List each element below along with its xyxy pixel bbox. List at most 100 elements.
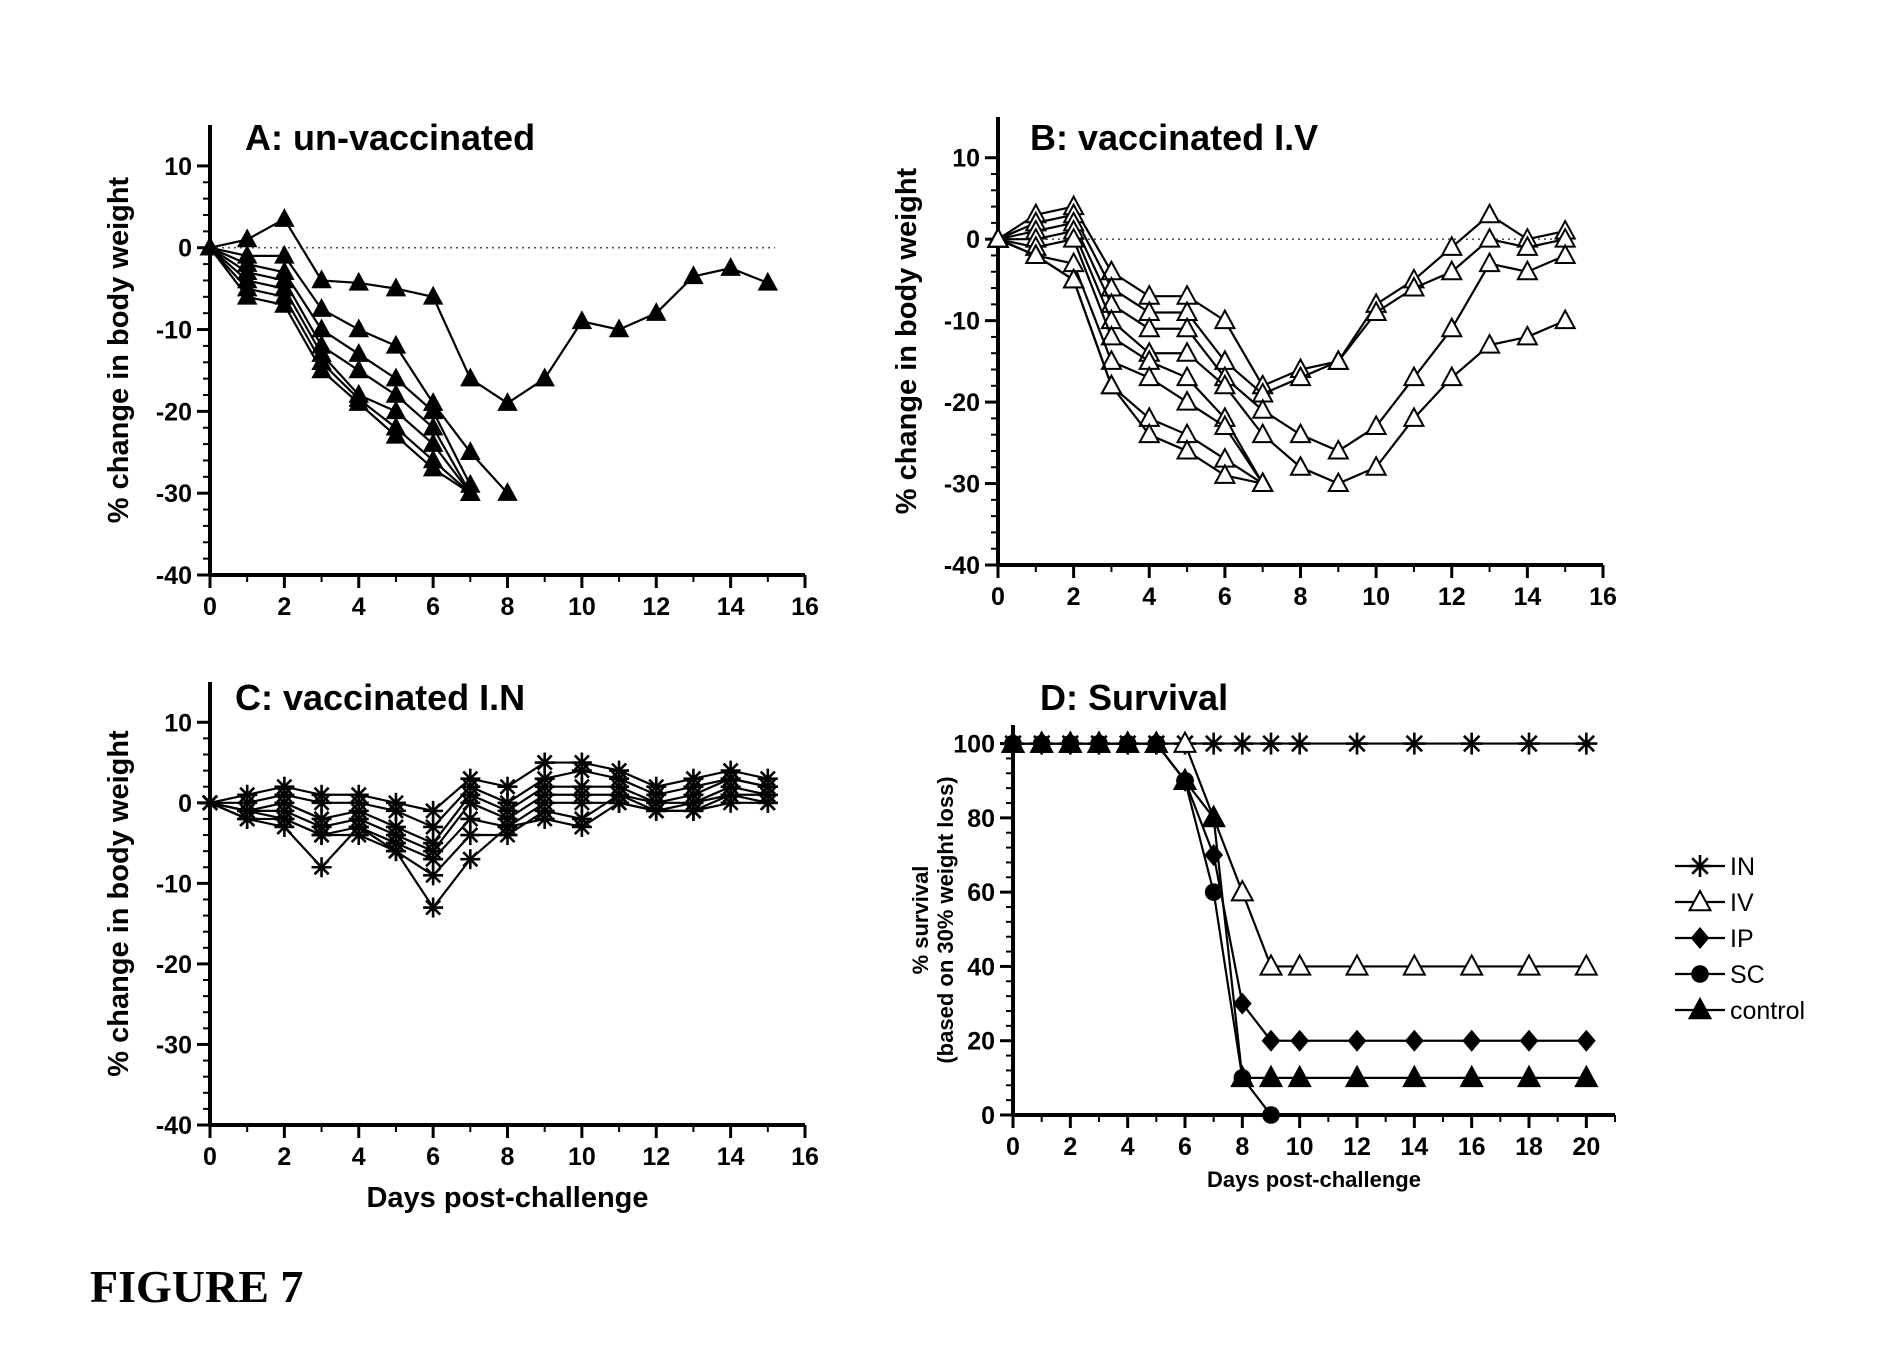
x-tick-label: 14 xyxy=(1513,583,1541,611)
data-point xyxy=(460,825,480,845)
x-tick-label: 2 xyxy=(1067,583,1081,611)
y-axis-label: % change in body weight xyxy=(103,176,135,523)
legend-label: SC xyxy=(1730,961,1765,989)
data-point xyxy=(1205,883,1223,901)
panel-title: A: un-vaccinated xyxy=(245,117,535,158)
y-tick-label: -10 xyxy=(156,870,192,898)
y-tick-label: -30 xyxy=(156,1031,192,1059)
x-tick-label: 12 xyxy=(642,593,670,621)
legend-marker xyxy=(1691,965,1709,983)
x-axis-label: Days post-challenge xyxy=(1207,1167,1421,1192)
y-tick-label: 40 xyxy=(967,953,995,981)
data-point xyxy=(423,898,443,918)
x-tick-label: 10 xyxy=(1286,1133,1314,1161)
y-tick-label: 0 xyxy=(981,1102,995,1130)
y-axis-label-sub: (based on 30% weight loss) xyxy=(933,776,958,1063)
x-tick-label: 16 xyxy=(1458,1133,1486,1161)
x-tick-label: 14 xyxy=(717,1143,745,1171)
data-point xyxy=(535,809,555,829)
y-tick-label: 10 xyxy=(164,709,192,737)
legend-label: IN xyxy=(1730,853,1755,881)
y-tick-label: -40 xyxy=(156,562,192,590)
panel-title: B: vaccinated I.V xyxy=(1030,117,1318,158)
x-tick-label: 4 xyxy=(352,593,366,621)
y-tick-label: 60 xyxy=(967,879,995,907)
y-tick-label: 0 xyxy=(178,235,192,263)
data-point xyxy=(498,817,518,837)
x-tick-label: 2 xyxy=(277,1143,291,1171)
data-point xyxy=(1575,733,1597,755)
data-point xyxy=(646,801,666,821)
x-tick-label: 0 xyxy=(203,1143,217,1171)
data-point xyxy=(200,793,220,813)
y-tick-label: -10 xyxy=(156,317,192,345)
data-point xyxy=(1203,733,1225,755)
y-tick-label: -20 xyxy=(156,398,192,426)
y-tick-label: 20 xyxy=(967,1028,995,1056)
x-tick-label: 16 xyxy=(1589,583,1617,611)
x-tick-label: 2 xyxy=(277,593,291,621)
data-point xyxy=(1346,733,1368,755)
data-point xyxy=(274,809,294,829)
x-tick-label: 14 xyxy=(1400,1133,1428,1161)
data-point xyxy=(1262,1106,1280,1124)
data-point xyxy=(312,857,332,877)
y-axis-label: % change in body weight xyxy=(891,167,923,514)
x-tick-label: 14 xyxy=(717,593,745,621)
legend-label: IV xyxy=(1730,889,1754,917)
x-tick-label: 0 xyxy=(991,583,1005,611)
y-tick-label: 10 xyxy=(164,153,192,181)
x-tick-label: 6 xyxy=(426,1143,440,1171)
y-tick-label: 100 xyxy=(953,731,995,759)
data-point xyxy=(423,865,443,885)
data-point xyxy=(1403,733,1425,755)
y-tick-label: -40 xyxy=(156,1112,192,1140)
y-tick-label: -10 xyxy=(944,308,980,336)
data-point xyxy=(1231,733,1253,755)
y-tick-label: 0 xyxy=(178,790,192,818)
data-point xyxy=(312,825,332,845)
x-tick-label: 10 xyxy=(1362,583,1390,611)
x-tick-label: 18 xyxy=(1515,1133,1543,1161)
y-tick-label: -30 xyxy=(944,471,980,499)
data-point xyxy=(349,825,369,845)
data-point xyxy=(572,817,592,837)
x-tick-label: 0 xyxy=(1006,1133,1020,1161)
x-axis-label: Days post-challenge xyxy=(366,1182,648,1214)
y-tick-label: 0 xyxy=(966,226,980,254)
x-tick-label: 10 xyxy=(568,593,596,621)
data-point xyxy=(386,841,406,861)
y-tick-label: 80 xyxy=(967,805,995,833)
x-tick-label: 8 xyxy=(1235,1133,1249,1161)
x-tick-label: 6 xyxy=(1218,583,1232,611)
figure-label: FIGURE 7 xyxy=(90,1261,303,1312)
data-point xyxy=(1518,733,1540,755)
data-point xyxy=(1461,733,1483,755)
x-tick-label: 12 xyxy=(1343,1133,1371,1161)
legend-marker xyxy=(1689,855,1711,877)
y-tick-label: -20 xyxy=(944,389,980,417)
x-tick-label: 12 xyxy=(642,1143,670,1171)
legend-label: IP xyxy=(1730,925,1754,953)
y-axis-label: % change in body weight xyxy=(103,730,135,1077)
y-tick-label: -20 xyxy=(156,951,192,979)
x-tick-label: 16 xyxy=(791,593,819,621)
panel-title: D: Survival xyxy=(1040,677,1228,718)
x-tick-label: 4 xyxy=(1142,583,1156,611)
x-tick-label: 0 xyxy=(203,593,217,621)
x-tick-label: 20 xyxy=(1572,1133,1600,1161)
x-tick-label: 8 xyxy=(501,593,515,621)
panel-title: C: vaccinated I.N xyxy=(235,677,525,718)
data-point xyxy=(237,801,257,821)
x-tick-label: 4 xyxy=(352,1143,366,1171)
legend-label: control xyxy=(1730,997,1805,1025)
data-point xyxy=(609,793,629,813)
data-point xyxy=(683,801,703,821)
x-tick-label: 2 xyxy=(1063,1133,1077,1161)
x-tick-label: 6 xyxy=(1178,1133,1192,1161)
x-tick-label: 10 xyxy=(568,1143,596,1171)
x-tick-label: 16 xyxy=(791,1143,819,1171)
y-tick-label: -40 xyxy=(944,552,980,580)
y-tick-label: -30 xyxy=(156,480,192,508)
